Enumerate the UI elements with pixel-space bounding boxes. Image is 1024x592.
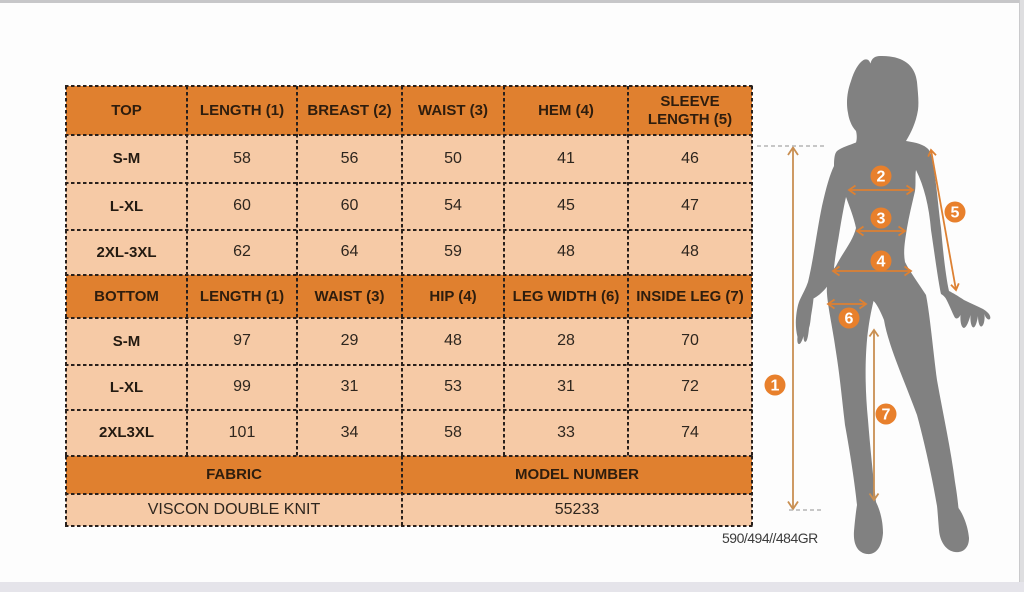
svg-text:5: 5 [951,205,960,222]
svg-text:4: 4 [877,254,886,271]
svg-text:1: 1 [771,378,780,395]
svg-text:2: 2 [877,169,886,186]
svg-text:6: 6 [845,311,854,328]
svg-text:7: 7 [882,407,891,424]
svg-text:3: 3 [877,211,886,228]
